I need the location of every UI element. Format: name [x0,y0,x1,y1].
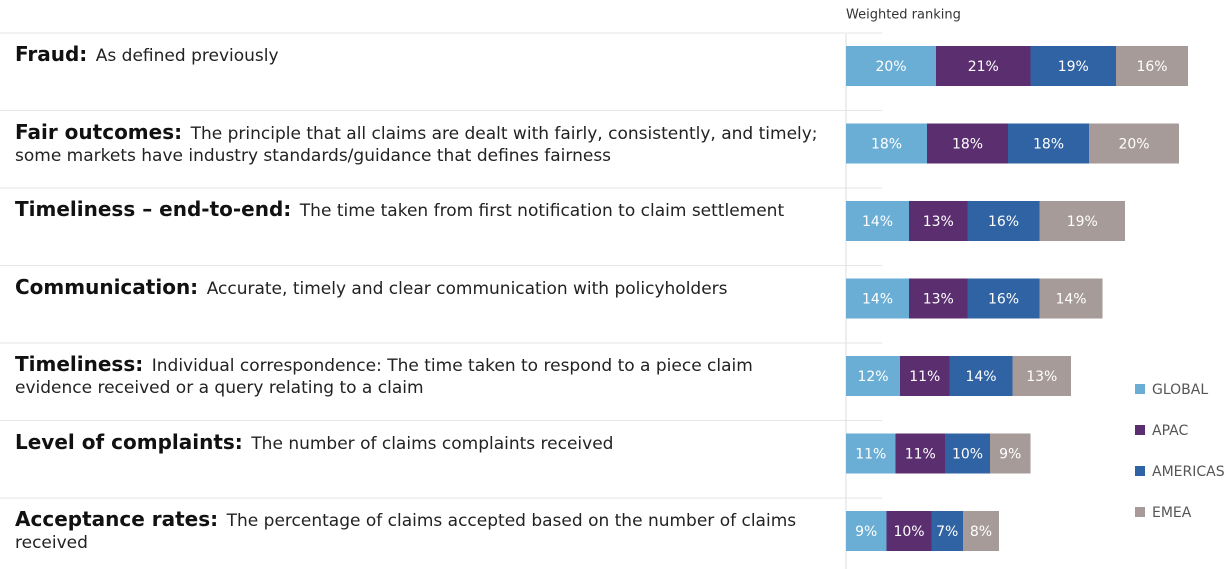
bar-segment [963,511,999,551]
bar-segment [1030,46,1116,86]
legend-swatch [1135,425,1145,435]
value-label: 14% [1055,292,1086,308]
bar-segment [846,201,909,241]
row-description: Individual correspondence: The time take… [15,356,753,398]
row-title: Timeliness – end-to-end: [15,197,292,221]
row-description: As defined previously [95,46,279,66]
bar-segment [967,201,1040,241]
bar-segment [1039,201,1125,241]
value-label: 10% [893,524,924,540]
row-label: Communication: Accurate, timely and clea… [15,276,835,300]
value-label: 14% [965,369,996,385]
value-label: 16% [988,292,1019,308]
legend-swatch [1135,466,1145,476]
value-label: 9% [999,447,1021,463]
bar-segment [931,511,963,551]
bar-segment [909,278,968,319]
bar-segment [846,278,909,319]
row-title: Fair outcomes: [15,119,183,144]
row-title: Communication: [15,274,199,299]
bar-segment [1039,278,1103,319]
bar-segment [846,46,936,86]
value-label: 20% [875,59,906,75]
legend-label: GLOBAL [1152,382,1208,398]
legend-label: AMERICAS [1152,464,1225,480]
row-description: The percentage of claims accepted based … [15,511,797,553]
bar-segment [967,278,1040,319]
value-label: 18% [952,137,983,153]
value-label: 13% [923,292,954,308]
bar-segment [949,356,1013,396]
legend-label: APAC [1152,423,1188,439]
value-label: 10% [952,447,983,463]
value-label: 19% [1058,59,1089,75]
row-label: Fair outcomes: The principle that all cl… [15,121,835,167]
value-label: 11% [909,369,940,385]
row-description: The time taken from first notification t… [299,201,785,221]
bar-segment [1116,46,1188,86]
value-label: 14% [862,214,893,230]
row-label: Timeliness – end-to-end: The time taken … [15,198,835,222]
row-description: The number of claims complaints received [251,433,614,454]
bar-segment [936,46,1031,86]
row-label: Timeliness: Individual correspondence: T… [15,353,835,399]
value-label: 16% [1136,59,1167,75]
bar-segment [846,356,900,396]
value-label: 11% [855,447,886,463]
bar-segment [945,433,990,474]
bar-segment [1012,356,1071,396]
value-label: 11% [905,447,936,463]
legend-label: EMEA [1152,505,1192,521]
value-label: 18% [1033,137,1064,153]
value-label: 12% [857,369,888,385]
value-label: 20% [1118,137,1149,153]
bar-segment [846,433,896,474]
row-title: Timeliness: [15,352,144,376]
bar-segment [990,433,1031,474]
value-label: 8% [970,524,992,540]
value-label: 7% [936,524,958,540]
value-label: 19% [1067,214,1098,230]
bar-segment [895,433,945,474]
bar-segment [846,123,927,164]
row-label: Acceptance rates: The percentage of clai… [15,508,835,554]
row-description: Accurate, timely and clear communication… [206,278,728,299]
value-label: 9% [855,524,877,540]
row-description: The principle that all claims are dealt … [15,123,818,166]
value-label: 13% [1026,369,1057,385]
value-label: 14% [862,292,893,308]
legend-swatch [1135,384,1145,394]
value-label: 21% [968,59,999,75]
row-title: Level of complaints: [15,429,243,454]
bar-segment [909,201,968,241]
row-title: Acceptance rates: [15,507,219,531]
row-label: Level of complaints: The number of claim… [15,431,835,455]
bar-segment [1089,123,1179,164]
bar-segment [886,511,932,551]
bar-segment [1008,123,1089,164]
value-label: 13% [923,214,954,230]
value-label: 18% [871,137,902,153]
value-label: 16% [988,214,1019,230]
bar-segment [846,511,887,551]
bar-segment [927,123,1008,164]
chart-header: Weighted ranking [846,8,961,23]
bar-segment [900,356,950,396]
row-title: Fraud: [15,42,88,66]
row-label: Fraud: As defined previously [15,43,835,67]
legend-swatch [1135,507,1145,517]
